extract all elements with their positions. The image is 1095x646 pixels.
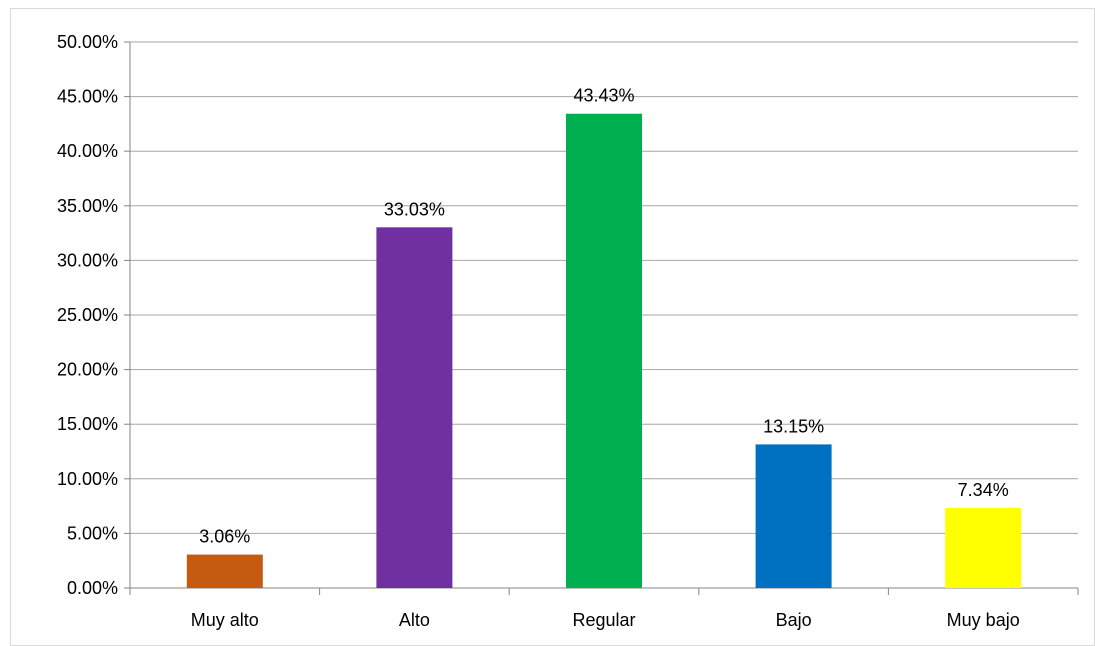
bar-muy-alto [186, 554, 263, 588]
data-label: 13.15% [763, 416, 824, 436]
x-category-label: Muy alto [191, 610, 259, 630]
y-tick-label: 10.00% [57, 469, 118, 489]
bar-bajo [755, 444, 832, 588]
data-label: 3.06% [199, 527, 250, 547]
axes: 0.00% 5.00% 10.00% 15.00% 20.00% 25.00% 30.00%… [57, 32, 1079, 598]
y-tick-label: 20.00% [57, 360, 118, 380]
data-label: 43.43% [573, 86, 634, 106]
y-tick-label: 35.00% [57, 196, 118, 216]
x-category-label: Regular [572, 610, 635, 630]
x-category-label: Muy bajo [947, 610, 1020, 630]
y-tick-label: 40.00% [57, 141, 118, 161]
bars [186, 113, 1022, 589]
labels: 3.06% Muy alto 33.03% Alto 43.43% Regular 13.1… [191, 86, 1020, 630]
bar-regular [566, 113, 642, 589]
y-tick-label: 15.00% [57, 414, 118, 434]
y-tick-label: 5.00% [67, 523, 118, 543]
y-tick-label: 50.00% [57, 32, 118, 52]
x-category-label: Bajo [776, 610, 812, 630]
bar-muy-bajo [945, 507, 1022, 588]
chart-area [10, 8, 1095, 646]
y-tick-label: 0.00% [67, 578, 118, 598]
bar-alto [376, 227, 453, 589]
gridlines [130, 41, 1078, 534]
y-tick-label: 30.00% [57, 250, 118, 270]
data-label: 7.34% [958, 480, 1009, 500]
data-label: 33.03% [384, 199, 445, 219]
y-tick-label: 25.00% [57, 305, 118, 325]
y-tick-label: 45.00% [57, 87, 118, 107]
x-category-label: Alto [399, 610, 430, 630]
